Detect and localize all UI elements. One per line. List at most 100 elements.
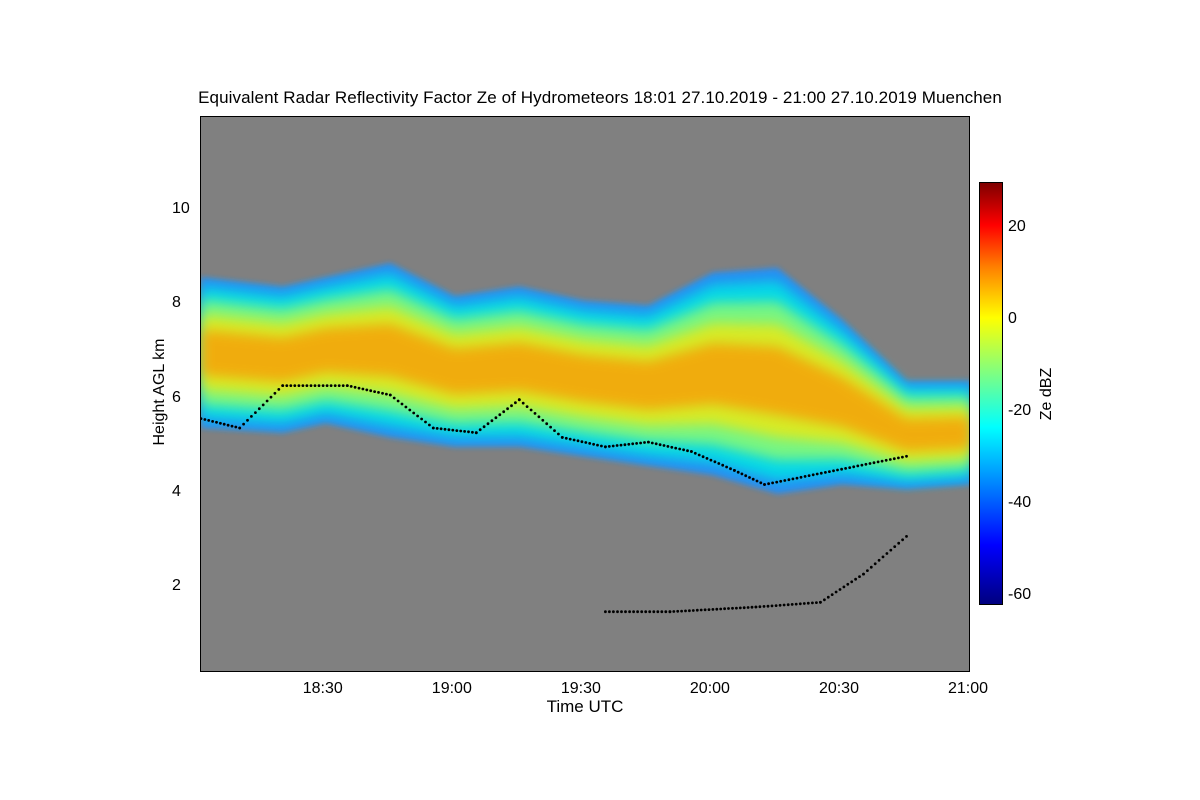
melting-layer-point	[860, 463, 864, 467]
melting-layer-point	[666, 445, 670, 448]
melting-layer-point	[494, 416, 498, 420]
melting-layer-point	[639, 441, 642, 445]
low-cloud-point	[811, 601, 814, 605]
low-cloud-point	[881, 555, 885, 559]
low-cloud-point	[766, 604, 770, 608]
low-cloud-point	[842, 585, 846, 589]
melting-layer-point	[807, 474, 811, 477]
melting-layer-point	[254, 411, 257, 414]
colorbar-tick-label: 0	[1008, 309, 1017, 327]
melting-layer-point	[506, 407, 509, 411]
melting-layer-point	[705, 457, 709, 460]
melting-layer-point	[490, 419, 494, 423]
melting-layer-point	[321, 384, 325, 387]
low-cloud-point	[612, 610, 615, 614]
melting-layer-point	[345, 384, 349, 387]
melting-layer-point	[521, 401, 525, 405]
low-cloud-point	[866, 569, 869, 572]
melting-layer-point	[872, 461, 876, 465]
low-cloud-point	[846, 582, 850, 586]
low-cloud-point	[624, 610, 627, 614]
melting-layer-point	[755, 479, 759, 483]
melting-layer-point	[697, 453, 701, 457]
reflectivity-band-4	[201, 324, 969, 452]
low-cloud-point	[707, 608, 711, 611]
x-tick-label: 18:30	[302, 680, 343, 697]
melting-layer-point	[553, 429, 556, 432]
low-cloud-point	[711, 608, 715, 611]
low-cloud-point	[762, 605, 766, 608]
y-tick-label: 2	[172, 577, 181, 595]
melting-layer-point	[392, 396, 396, 400]
melting-layer-point	[357, 386, 361, 390]
low-cloud-point	[869, 565, 873, 569]
melting-layer-point	[901, 455, 904, 459]
melting-layer-point	[361, 387, 365, 391]
melting-layer-point	[234, 425, 238, 429]
low-cloud-point	[688, 609, 691, 613]
low-cloud-point	[668, 610, 672, 614]
low-cloud-point	[648, 610, 652, 614]
melting-layer-point	[682, 448, 685, 452]
melting-layer-point	[748, 476, 751, 479]
low-cloud-point	[680, 609, 683, 613]
melting-layer-point	[572, 438, 576, 442]
melting-layer-point	[201, 417, 203, 420]
melting-layer-point	[771, 481, 774, 485]
low-cloud-point	[608, 610, 611, 614]
low-cloud-point	[616, 610, 619, 614]
low-cloud-point	[901, 538, 904, 542]
melting-layer-point	[211, 420, 214, 423]
low-cloud-point	[731, 606, 734, 610]
melting-layer-point	[892, 457, 896, 461]
y-tick-label: 8	[172, 294, 181, 312]
low-cloud-point	[778, 603, 782, 607]
melting-layer-point	[736, 470, 740, 474]
low-cloud-point	[691, 609, 695, 612]
melting-layer-point	[721, 463, 725, 467]
melting-layer-point	[215, 420, 218, 424]
melting-layer-point	[226, 423, 230, 427]
low-cloud-point	[889, 548, 893, 552]
y-tick-label: 6	[172, 388, 181, 406]
melting-layer-point	[607, 445, 611, 448]
melting-layer-point	[242, 422, 245, 426]
melting-layer-point	[341, 384, 345, 387]
low-cloud-point	[664, 610, 668, 614]
low-cloud-point	[699, 608, 703, 612]
colorbar	[979, 182, 1003, 605]
melting-layer-point	[281, 384, 285, 387]
x-tick-label: 19:30	[560, 680, 601, 697]
melting-layer-point	[416, 414, 419, 418]
melting-layer-point	[471, 430, 474, 434]
low-cloud-point	[774, 604, 778, 607]
melting-layer-point	[498, 413, 502, 417]
melting-layer-point	[222, 422, 226, 426]
melting-layer-point	[525, 405, 529, 408]
melting-layer-point	[662, 444, 666, 447]
low-cloud-point	[877, 558, 881, 562]
melting-layer-point	[604, 445, 607, 449]
melting-layer-point	[325, 384, 329, 387]
x-axis-label: Time UTC	[546, 697, 624, 716]
low-cloud-point	[719, 607, 723, 611]
y-tick-label: 10	[172, 200, 190, 218]
melting-layer-point	[365, 388, 369, 392]
melting-layer-point	[349, 385, 353, 388]
low-cloud-point	[652, 610, 656, 614]
melting-layer-point	[246, 418, 249, 422]
low-cloud-point	[798, 602, 802, 606]
melting-layer-point	[647, 440, 650, 444]
melting-layer-point	[627, 442, 631, 446]
low-cloud-point	[604, 610, 607, 614]
melting-layer-point	[396, 399, 400, 403]
low-cloud-point	[858, 575, 861, 578]
melting-layer-point	[514, 401, 517, 405]
melting-layer-point	[623, 443, 627, 447]
low-cloud-point	[656, 610, 660, 614]
melting-layer-point	[250, 415, 253, 418]
melting-layer-point	[297, 384, 301, 387]
melting-layer-point	[545, 422, 549, 426]
melting-layer-point	[265, 399, 269, 403]
radar-heatmap	[201, 263, 969, 614]
